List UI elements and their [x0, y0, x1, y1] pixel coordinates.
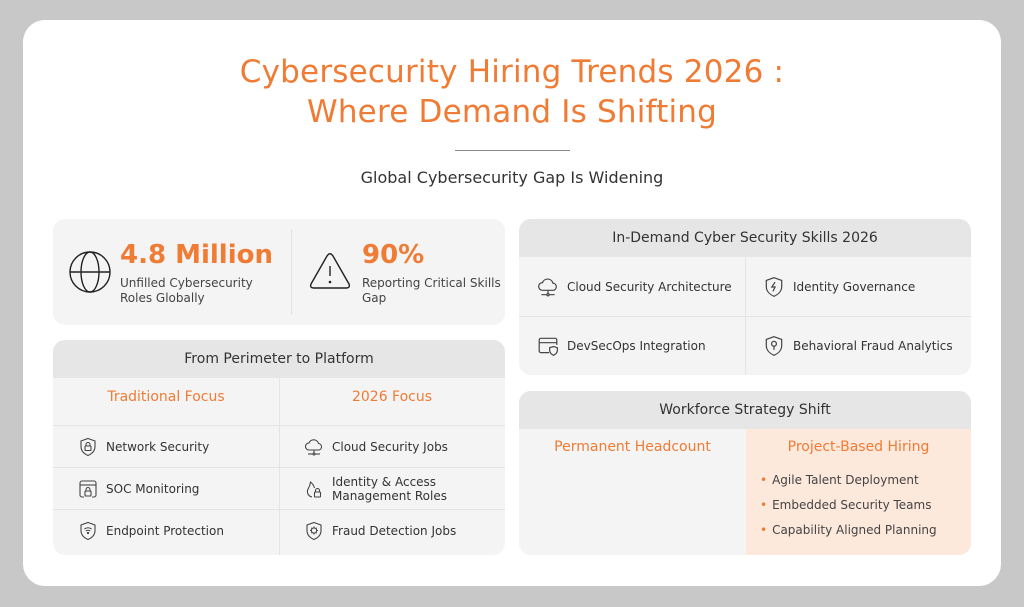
list-item: Cloud Security Jobs — [279, 425, 505, 467]
panel-title: In-Demand Cyber Security Skills 2026 — [519, 219, 971, 257]
title-line-2: Where Demand Is Shifting — [306, 94, 718, 130]
permanent-headcount-column: Permanent Headcount — [519, 429, 746, 555]
stat-value: 90% — [362, 240, 425, 270]
project-based-column: Project-Based Hiring • Agile Talent Deplo… — [746, 429, 971, 555]
title-divider — [455, 150, 570, 151]
browser-lock-icon — [78, 479, 98, 499]
skill-item: Cloud Security Architecture — [519, 257, 745, 316]
list-item: Fraud Detection Jobs — [279, 509, 505, 551]
card-shield-icon — [537, 335, 559, 357]
skill-label: Cloud Security Architecture — [567, 279, 732, 294]
bullet-icon: • — [760, 523, 768, 537]
column-heading-2026: 2026 Focus — [351, 389, 433, 405]
item-label: Identity & Access Management Roles — [332, 474, 447, 503]
skill-label: DevSecOps Integration — [567, 338, 706, 353]
warning-triangle-icon — [309, 252, 353, 296]
skill-item: DevSecOps Integration — [519, 316, 745, 375]
cloud-network-icon — [537, 276, 559, 298]
item-label: Cloud Security Jobs — [332, 439, 448, 454]
shield-wifi-icon — [78, 521, 98, 541]
item-label: SOC Monitoring — [106, 481, 200, 496]
item-label: Network Security — [106, 439, 210, 454]
row-divider — [519, 316, 971, 317]
bullet-icon: • — [760, 473, 768, 487]
skills-panel: In-Demand Cyber Security Skills 2026 Clo… — [519, 219, 971, 375]
list-item: • Agile Talent Deployment — [760, 468, 971, 493]
perimeter-panel: From Perimeter to Platform Traditional F… — [53, 340, 505, 555]
column-divider — [279, 378, 280, 555]
page-title: Cybersecurity Hiring Trends 2026 : Where… — [23, 52, 1001, 132]
subtitle: Global Cybersecurity Gap Is Widening — [360, 168, 664, 187]
column-heading-traditional: Traditional Focus — [107, 389, 225, 405]
item-label: Embedded Security Teams — [772, 498, 932, 512]
stats-panel: 4.8 Million Unfilled Cybersecurity Roles… — [53, 219, 505, 325]
bullet-icon: • — [760, 498, 768, 512]
stat-unfilled-roles: 4.8 Million Unfilled Cybersecurity Roles… — [53, 219, 291, 325]
shield-chip-icon — [304, 521, 324, 541]
column-heading-project: Project-Based Hiring — [787, 439, 930, 455]
title-line-1: Cybersecurity Hiring Trends 2026 : — [239, 54, 785, 90]
shield-pin-icon — [763, 335, 785, 357]
cloud-network-icon — [304, 437, 324, 457]
list-item: SOC Monitoring — [53, 467, 279, 509]
infographic-card: Cybersecurity Hiring Trends 2026 : Where… — [23, 20, 1001, 586]
item-label: Capability Aligned Planning — [772, 523, 937, 537]
panel-title: From Perimeter to Platform — [53, 340, 505, 378]
skill-label: Identity Governance — [793, 279, 916, 294]
globe-icon — [68, 250, 112, 294]
column-heading-permanent: Permanent Headcount — [554, 439, 711, 455]
list-item: Identity & Access Management Roles — [279, 467, 505, 509]
shield-bolt-icon — [763, 276, 785, 298]
workforce-panel: Workforce Strategy Shift Permanent Headc… — [519, 391, 971, 555]
list-item: • Capability Aligned Planning — [760, 518, 971, 543]
project-based-list: • Agile Talent Deployment • Embedded Secur… — [760, 468, 971, 543]
stat-separator — [291, 229, 292, 315]
stat-label: Unfilled Cybersecurity Roles Globally — [120, 276, 253, 305]
stat-label: Reporting Critical Skills Gap — [362, 276, 501, 305]
fire-lock-icon — [304, 479, 324, 499]
list-item: • Embedded Security Teams — [760, 493, 971, 518]
panel-title: Workforce Strategy Shift — [519, 391, 971, 429]
skill-item: Behavioral Fraud Analytics — [745, 316, 971, 375]
item-label: Fraud Detection Jobs — [332, 523, 457, 538]
skill-item: Identity Governance — [745, 257, 971, 316]
item-label: Agile Talent Deployment — [772, 473, 919, 487]
stat-skills-gap: 90% Reporting Critical Skills Gap — [291, 219, 505, 325]
list-item: Endpoint Protection — [53, 509, 279, 551]
shield-lock-icon — [78, 437, 98, 457]
skill-label: Behavioral Fraud Analytics — [793, 338, 953, 353]
item-label: Endpoint Protection — [106, 523, 224, 538]
list-item: Network Security — [53, 425, 279, 467]
stat-value: 4.8 Million — [120, 240, 274, 270]
